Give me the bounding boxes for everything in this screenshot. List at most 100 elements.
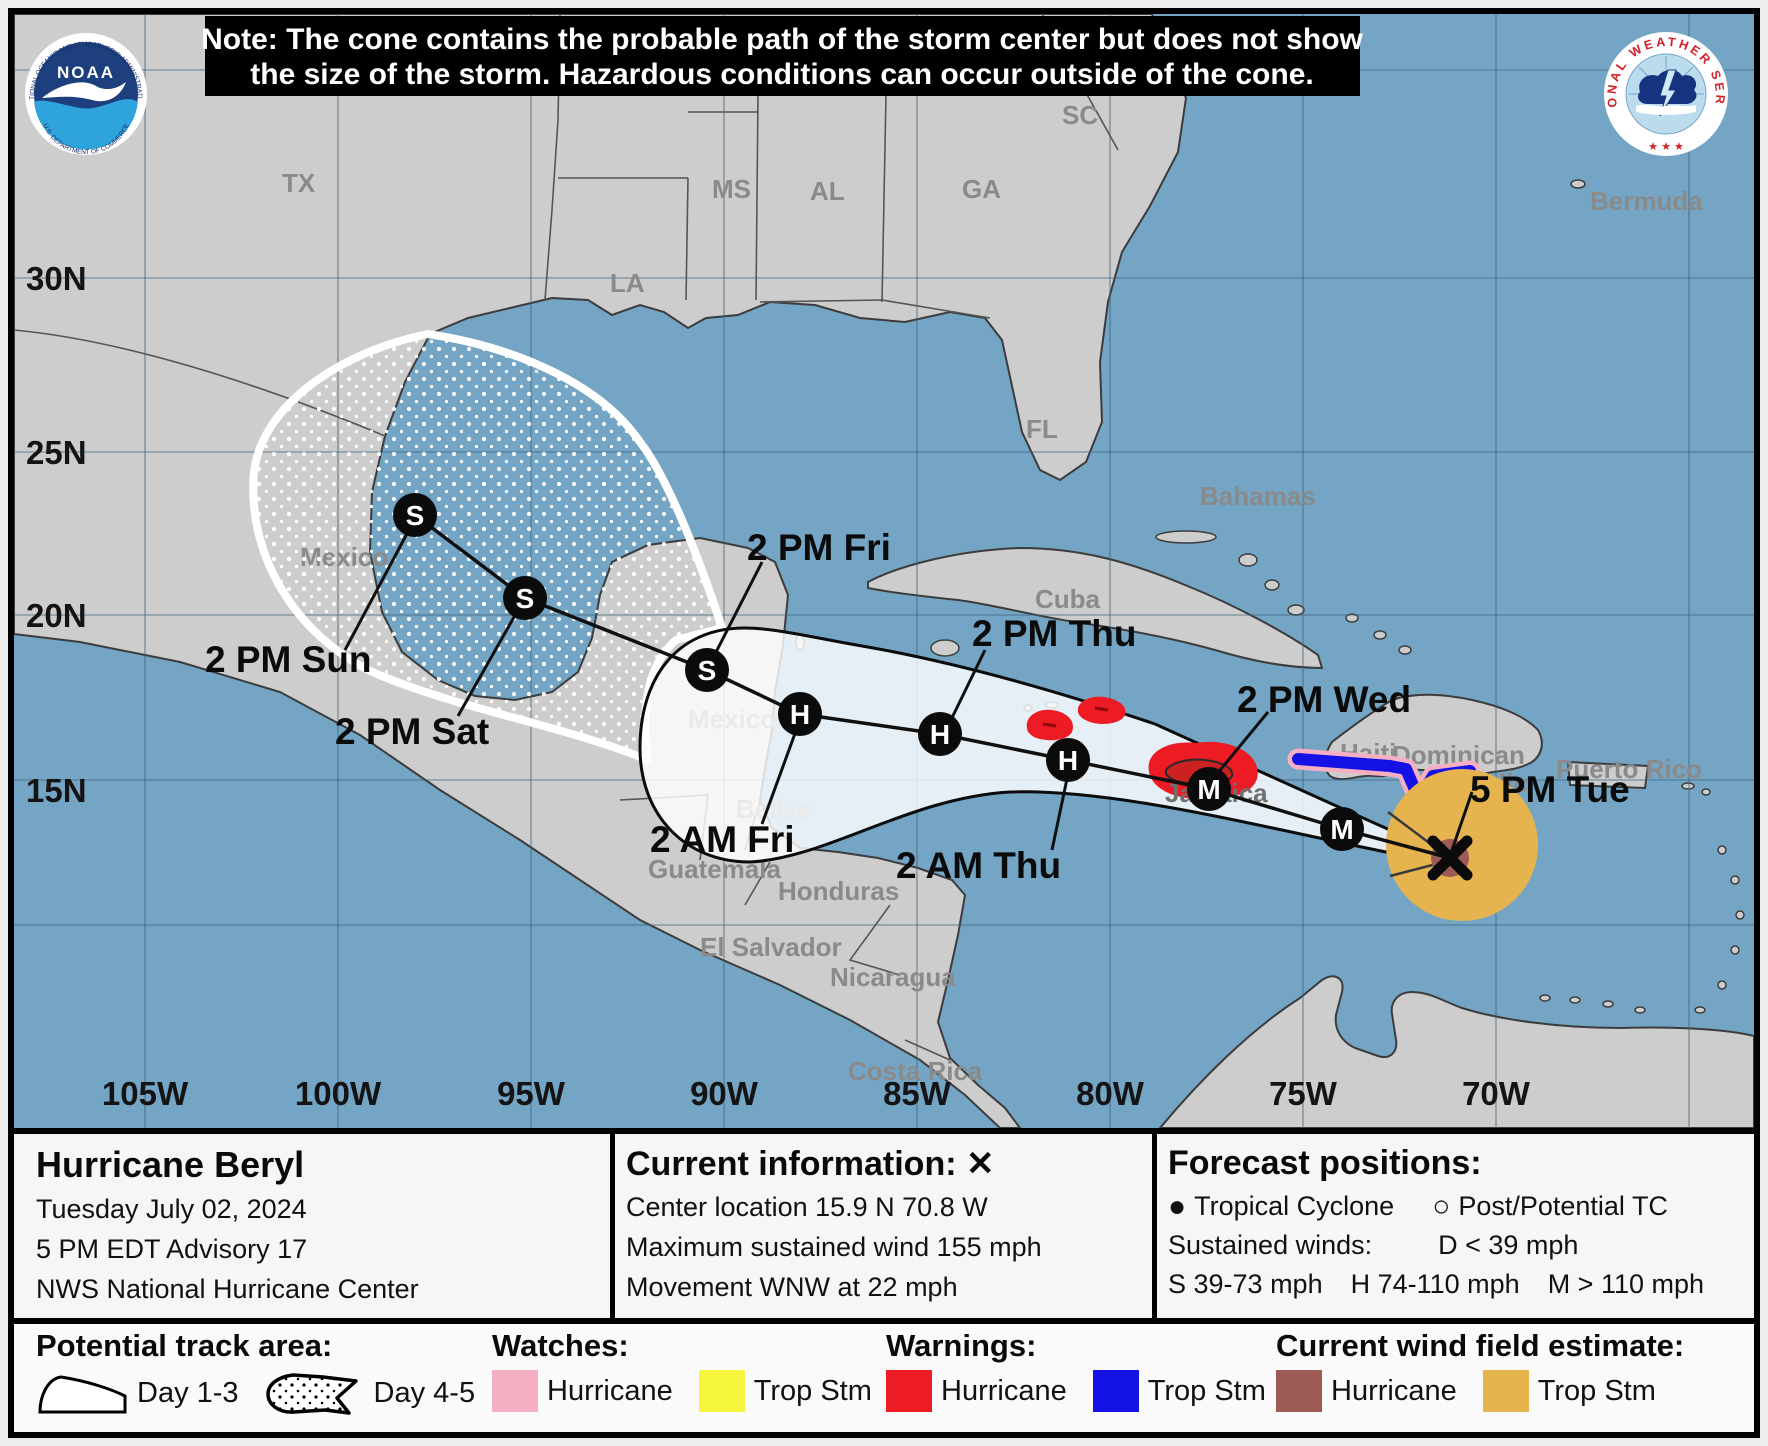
wind-field-hurricane-item: Hurricane (1276, 1370, 1457, 1412)
marker-s-sat: S (503, 576, 547, 620)
svg-text:S: S (406, 500, 425, 531)
time-label-5pm-tue: 5 PM Tue (1470, 769, 1630, 810)
current-position-x-icon (1427, 835, 1473, 881)
label-nicaragua: Nicaragua (830, 962, 956, 992)
lon-label-75w: 75W (1269, 1075, 1338, 1112)
wind-field-hurricane-swatch (1276, 1370, 1322, 1412)
storm-name: Hurricane Beryl (36, 1144, 305, 1185)
cuba (867, 546, 1324, 670)
svg-text:M: M (1197, 774, 1220, 805)
label-ms: MS (712, 174, 751, 204)
svg-text:H: H (930, 719, 950, 750)
noaa-logo: NOAA NATIONAL OCEANIC AND ATMOSPHERIC AD… (25, 33, 147, 156)
time-label-2am-fri: 2 AM Fri (650, 819, 795, 860)
time-label-2pm-wed: 2 PM Wed (1237, 679, 1411, 720)
day13-cone-icon (38, 1375, 127, 1414)
warnings-heading: Warnings: (886, 1328, 1037, 1363)
label-costa-rica: Costa Rica (848, 1056, 983, 1086)
forecast-positions: Forecast positions: ● Tropical Cyclone ○… (1168, 1144, 1704, 1308)
label-leader-lines (343, 527, 1474, 851)
marker-s-sun: S (393, 493, 437, 537)
current-info-heading-text: Current information: (626, 1145, 957, 1183)
sustained-winds-label: Sustained winds: (1168, 1230, 1373, 1260)
marker-m-wed: M (1187, 767, 1231, 811)
wind-class-d: D < 39 mph (1438, 1230, 1579, 1260)
lon-label-70w: 70W (1462, 1075, 1531, 1112)
label-el-salvador: El Salvador (700, 932, 842, 962)
legend-item-day13: Day 1-3 (36, 1370, 239, 1416)
post-potential-tc-icon: ○ (1432, 1190, 1451, 1223)
marker-h-thu-pm: H (918, 712, 962, 756)
label-fl: FL (1026, 414, 1058, 444)
lat-label-30n: 30N (26, 260, 87, 297)
wind-classes-row: S 39-73 mph H 74-110 mph M > 110 mph (1168, 1269, 1704, 1300)
day45-label: Day 4-5 (373, 1376, 476, 1409)
lon-label-80w: 80W (1076, 1075, 1145, 1112)
nws-stars: ★ ★ ★ (1648, 141, 1684, 153)
lon-label-85w: 85W (883, 1075, 952, 1112)
warning-trop-stm-item: Trop Stm (1092, 1370, 1266, 1412)
lon-label-95w: 95W (497, 1075, 566, 1112)
warning-hurricane-item: Hurricane (886, 1370, 1067, 1412)
day45-stipple-icon (265, 1373, 358, 1415)
legend-warnings: Warnings: Hurricane Trop Stm (886, 1328, 1292, 1412)
lat-label-15n: 15N (26, 772, 87, 809)
warning-hurricane-label: Hurricane (941, 1374, 1067, 1407)
graticule-labels: 30N 25N 20N 15N 105W 100W 95W 90W 85W 80… (26, 260, 1531, 1112)
forecast-time-labels: 2 PM Sun 2 PM Sat 2 PM Fri 2 AM Fri 2 PM… (205, 527, 1630, 886)
wind-class-s: S 39-73 mph (1168, 1269, 1323, 1299)
forecast-position-markers: S S S H H H M M (393, 493, 1364, 851)
label-la: LA (610, 268, 645, 298)
forecast-symbols-row: ● Tropical Cyclone ○ Post/Potential TC (1168, 1191, 1704, 1222)
time-label-2pm-thu: 2 PM Thu (972, 613, 1136, 654)
lon-label-100w: 100W (295, 1075, 382, 1112)
marker-h-thu-am: H (1046, 738, 1090, 782)
warning-coast-marks (1042, 706, 1109, 728)
info-divider-2 (1152, 1134, 1157, 1318)
info-panel: Hurricane Beryl Tuesday July 02, 2024 5 … (14, 1128, 1754, 1318)
storm-advisory: 5 PM EDT Advisory 17 (36, 1234, 308, 1264)
track-area-day13-cone (638, 626, 1450, 866)
wind-field-trop-stm-swatch (1482, 1370, 1529, 1412)
svg-text:S: S (698, 655, 717, 686)
trop-stm-warning-swatch (1092, 1370, 1139, 1412)
label-al: AL (810, 176, 845, 206)
noaa-acronym: NOAA (57, 63, 115, 82)
watch-trop-stm-item: Trop Stm (698, 1370, 872, 1412)
puerto-rico (1566, 760, 1650, 790)
time-label-2pm-sun: 2 PM Sun (205, 639, 372, 680)
label-puerto-rico: Puerto Rico (1556, 754, 1702, 784)
south-america (1158, 975, 1754, 1128)
label-bahamas: Bahamas (1200, 481, 1316, 511)
label-honduras: Honduras (778, 876, 899, 906)
marker-h-fri-am: H (778, 692, 822, 736)
watch-hurricane-label: Hurricane (547, 1374, 673, 1407)
time-label-2am-thu: 2 AM Thu (896, 845, 1061, 886)
nws-logo: NATIONAL WEATHER SERVICE ★ ★ ★ (1604, 32, 1728, 156)
marker-m-mid: M (1320, 807, 1364, 851)
watches-heading: Watches: (492, 1328, 629, 1363)
day13-label: Day 1-3 (137, 1376, 239, 1409)
wind-class-m: M > 110 mph (1547, 1269, 1705, 1299)
wind-field-trop-stm-item: Trop Stm (1482, 1370, 1656, 1412)
warning-trop-stm-label: Trop Stm (1147, 1374, 1266, 1407)
current-max-wind: Maximum sustained wind 155 mph (626, 1232, 1042, 1262)
note-line-2: the size of the storm. Hazardous conditi… (250, 58, 1313, 91)
forecast-positions-heading: Forecast positions: (1168, 1144, 1482, 1182)
current-location: Center location 15.9 N 70.8 W (626, 1192, 988, 1222)
landmasses (14, 14, 1754, 1128)
time-label-2pm-fri: 2 PM Fri (747, 527, 891, 568)
wind-class-h: H 74-110 mph (1350, 1269, 1520, 1299)
map-area: TX LA MS AL GA SC FL Bermuda Bahamas Cub… (14, 14, 1754, 1128)
label-cuba: Cuba (1035, 584, 1101, 614)
wind-field-heading: Current wind field estimate: (1276, 1328, 1685, 1363)
current-position-symbol: ✕ (966, 1145, 995, 1183)
svg-text:H: H (790, 699, 810, 730)
potential-track-area-heading: Potential track area: (36, 1328, 333, 1363)
current-movement: Movement WNW at 22 mph (626, 1272, 958, 1302)
tropical-cyclone-label: Tropical Cyclone (1194, 1191, 1395, 1221)
hurricane-warning-swatch (886, 1370, 932, 1412)
note-box: Note: The cone contains the probable pat… (201, 16, 1364, 96)
info-divider-1 (610, 1134, 615, 1318)
